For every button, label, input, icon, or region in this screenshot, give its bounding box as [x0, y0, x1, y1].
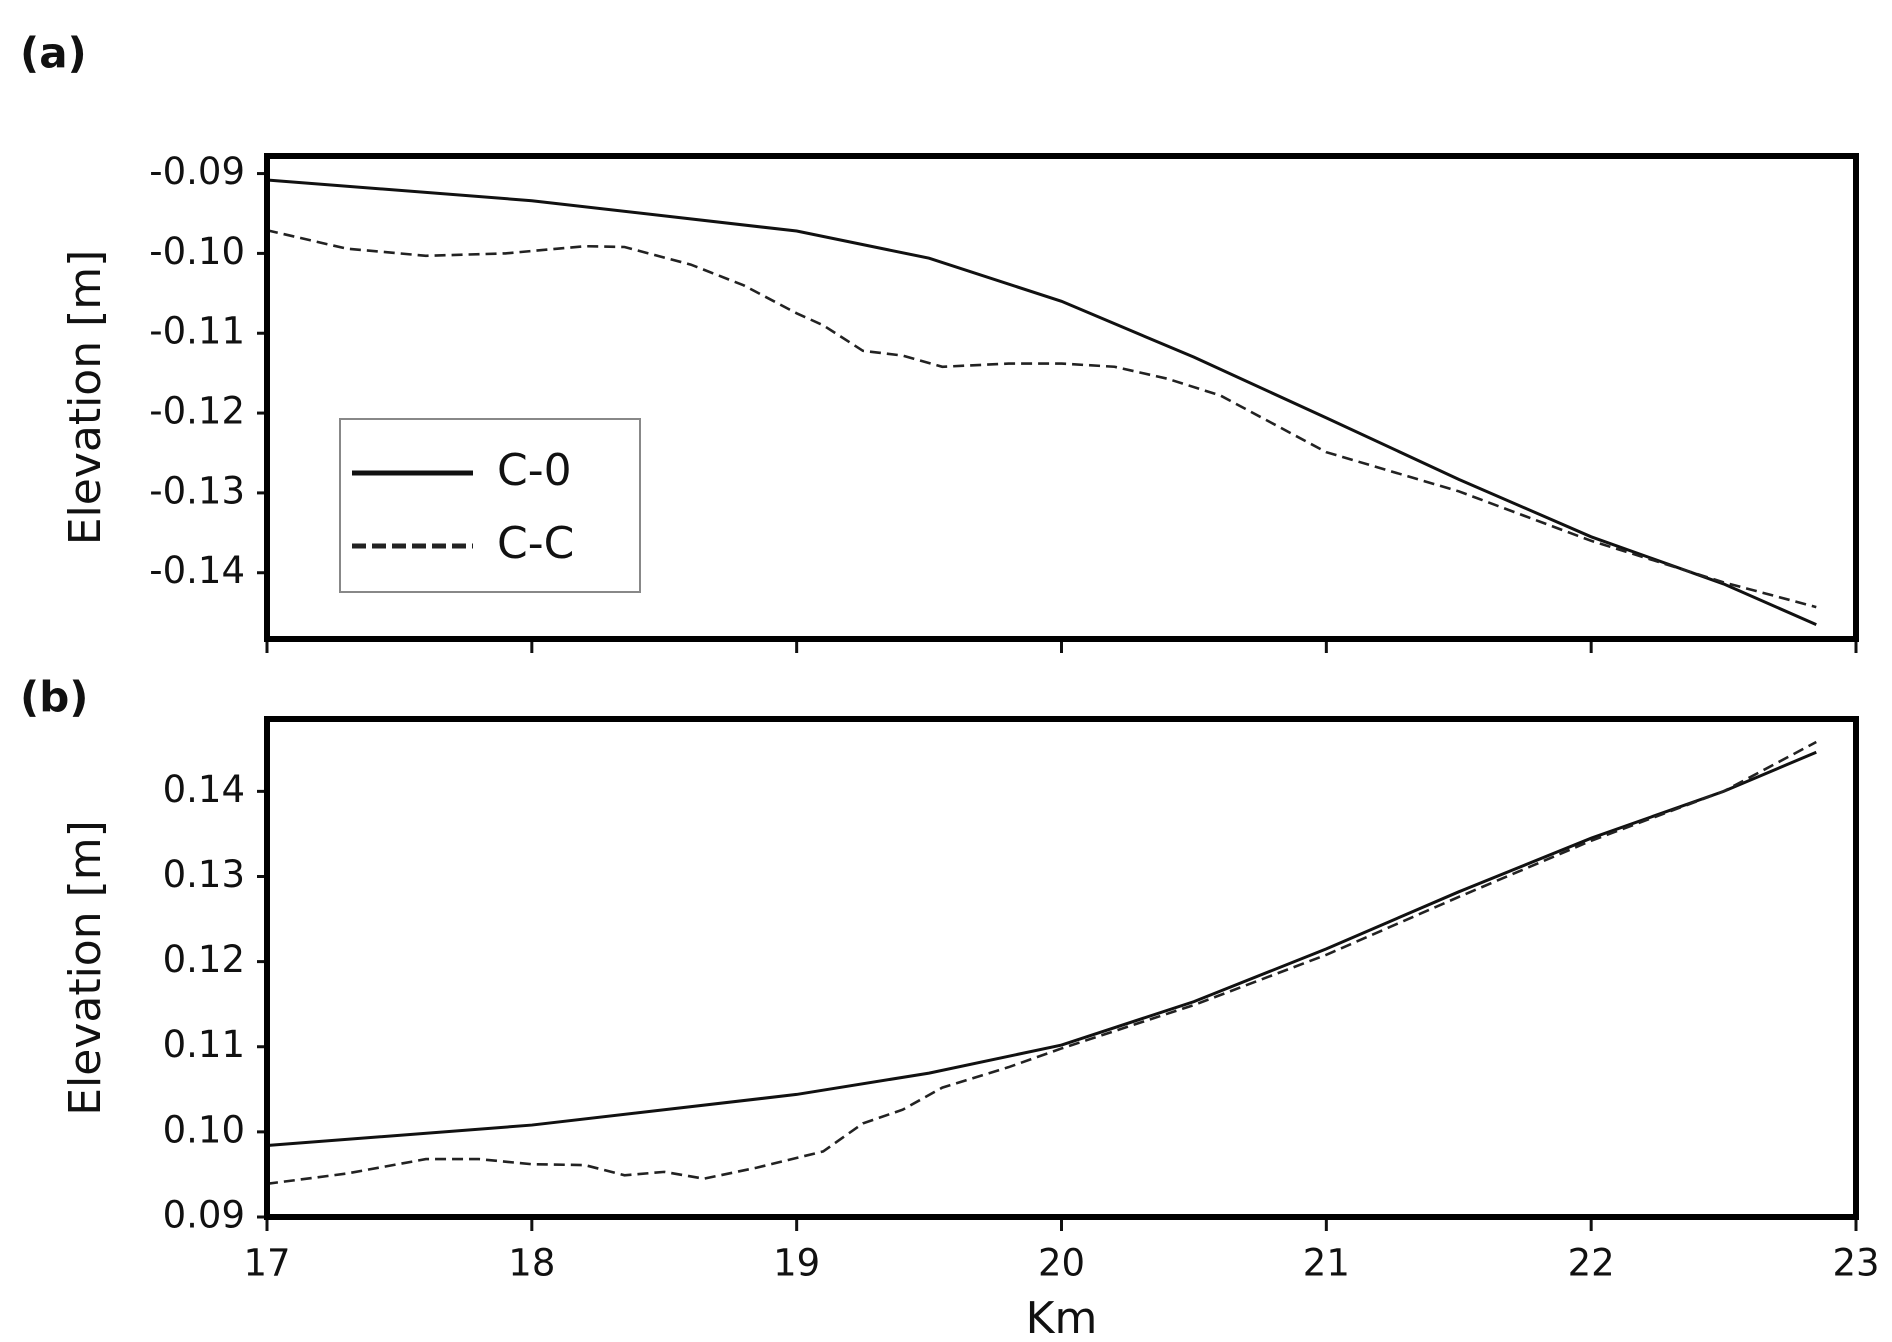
y-axis-label: Elevation [m]	[60, 250, 111, 546]
data-line	[266, 750, 1817, 1147]
y-tick-label: -0.14	[149, 549, 245, 592]
y-tick-label: 0.09	[163, 1194, 245, 1237]
x-tick-label: 18	[508, 1242, 555, 1285]
x-tick-label: 23	[1832, 1242, 1879, 1285]
data-line	[266, 178, 1817, 627]
plot-frame	[264, 716, 1859, 1220]
data-line	[266, 228, 1817, 609]
x-tick-label: 17	[243, 1242, 290, 1285]
panel-label: (b)	[20, 673, 88, 722]
plot-frame	[264, 153, 1859, 642]
y-tick-label: -0.11	[149, 310, 245, 353]
y-tick-label: 0.11	[163, 1023, 245, 1066]
x-tick-label: 22	[1568, 1242, 1615, 1285]
x-tick-label: 20	[1038, 1242, 1085, 1285]
legend-label: C-C	[497, 518, 574, 569]
y-tick-label: -0.12	[149, 390, 245, 433]
y-tick-label: -0.10	[149, 230, 245, 273]
y-axis-label: Elevation [m]	[60, 820, 111, 1116]
legend-label: C-0	[497, 445, 572, 496]
y-tick-label: -0.13	[149, 469, 245, 512]
x-tick-label: 19	[773, 1242, 820, 1285]
y-tick-label: -0.09	[149, 150, 245, 193]
panel-label: (a)	[20, 29, 87, 78]
y-tick-label: 0.13	[163, 853, 245, 896]
x-axis-label: Km	[1026, 1293, 1098, 1342]
x-tick-label: 21	[1303, 1242, 1350, 1285]
y-tick-label: 0.12	[163, 938, 245, 981]
y-tick-label: 0.14	[163, 768, 245, 811]
data-line	[266, 740, 1817, 1186]
y-tick-label: 0.10	[163, 1108, 245, 1151]
legend-box	[339, 418, 641, 593]
